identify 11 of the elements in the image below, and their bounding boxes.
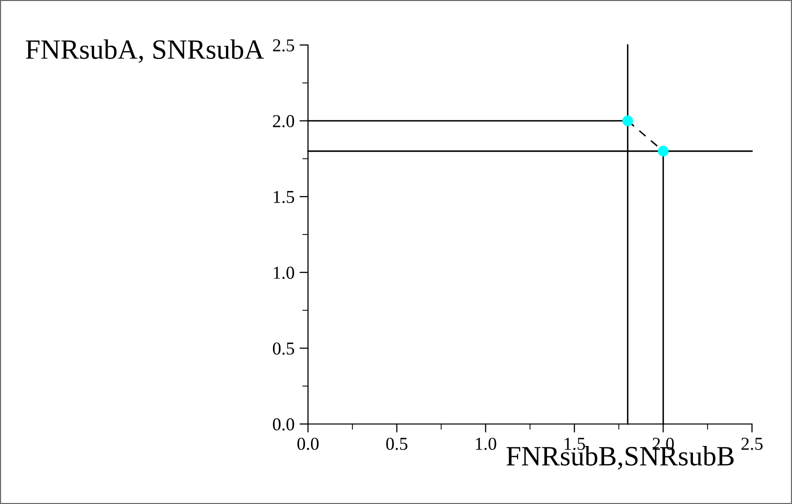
x-tick-label: 0.0 — [297, 438, 319, 450]
y-tick-label: 1.0 — [274, 266, 294, 279]
y-tick-label: 2.5 — [273, 39, 294, 52]
y-tick-label: 0.0 — [272, 418, 294, 431]
y-tick-label: 1.5 — [274, 190, 294, 204]
y-axis-title: FNRsubA, SNRsubA — [26, 39, 264, 63]
x-tick-label: 0.5 — [386, 438, 408, 450]
y-tick-label: 0.5 — [272, 342, 294, 355]
y-tick-label: 2.0 — [273, 115, 294, 128]
x-tick-label: 1.0 — [476, 438, 496, 450]
x-tick-label: 2.5 — [742, 438, 763, 450]
